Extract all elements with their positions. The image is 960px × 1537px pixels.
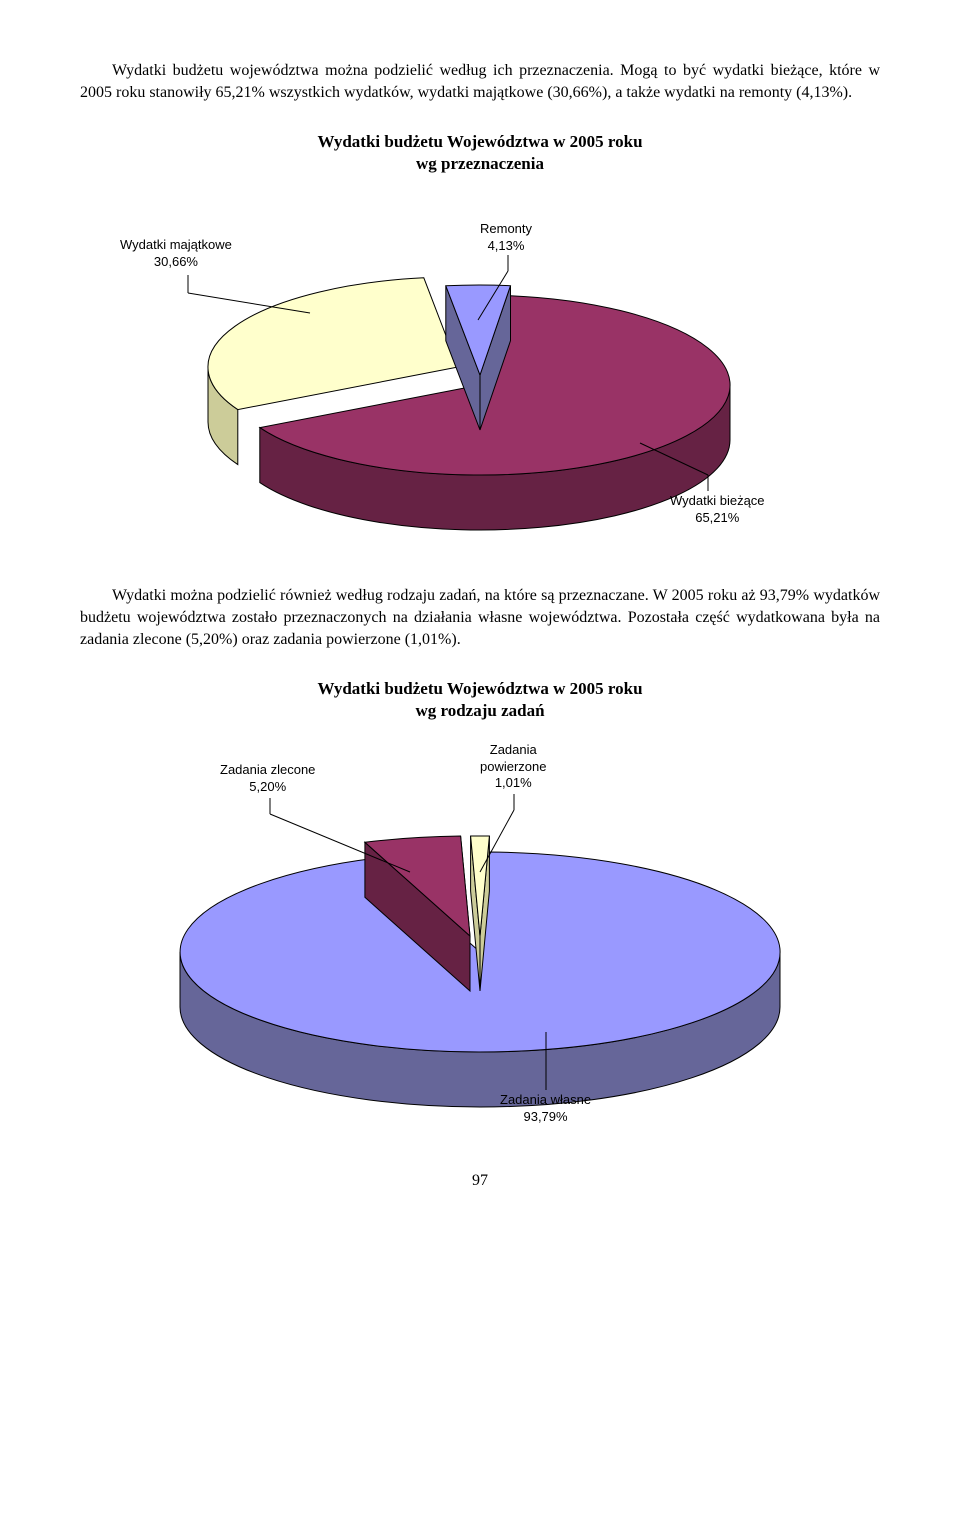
mid-paragraph: Wydatki można podzielić również według r… xyxy=(80,585,880,650)
chart2-label-powierzone: Zadania powierzone 1,01% xyxy=(480,742,547,791)
chart1-pie: Wydatki majątkowe 30,66% Remonty 4,13% W… xyxy=(80,185,880,565)
chart2-label-zlecone-l2: 5,20% xyxy=(249,779,286,794)
chart2-pie: Zadania zlecone 5,20% Zadania powierzone… xyxy=(80,732,880,1142)
chart1-label-remonty: Remonty 4,13% xyxy=(480,221,532,254)
chart2-label-wlasne-l2: 93,79% xyxy=(523,1109,567,1124)
chart2-label-wlasne-l1: Zadania własne xyxy=(500,1092,591,1107)
chart1-label-biezace-l2: 65,21% xyxy=(695,510,739,525)
chart2-label-zlecone: Zadania zlecone 5,20% xyxy=(220,762,315,795)
chart2-title-line2: wg rodzaju zadań xyxy=(415,701,544,720)
chart1-label-biezace: Wydatki bieżące 65,21% xyxy=(670,493,765,526)
chart1-title-line2: wg przeznaczenia xyxy=(416,154,544,173)
chart2-label-powierzone-l3: 1,01% xyxy=(495,775,532,790)
chart1-label-biezace-l1: Wydatki bieżące xyxy=(670,493,765,508)
chart2-label-wlasne: Zadania własne 93,79% xyxy=(500,1092,591,1125)
chart1-title: Wydatki budżetu Województwa w 2005 roku … xyxy=(80,131,880,175)
chart2-label-powierzone-l1: Zadania xyxy=(490,742,537,757)
chart2-title-line1: Wydatki budżetu Województwa w 2005 roku xyxy=(317,679,642,698)
chart1-label-majatkowe: Wydatki majątkowe 30,66% xyxy=(120,237,232,270)
chart2-title: Wydatki budżetu Województwa w 2005 roku … xyxy=(80,678,880,722)
chart1-label-remonty-l1: Remonty xyxy=(480,221,532,236)
chart1-title-line1: Wydatki budżetu Województwa w 2005 roku xyxy=(317,132,642,151)
chart2-label-powierzone-l2: powierzone xyxy=(480,759,547,774)
chart1-label-majatkowe-l2: 30,66% xyxy=(154,254,198,269)
chart2-svg xyxy=(80,732,880,1142)
chart2-label-zlecone-l1: Zadania zlecone xyxy=(220,762,315,777)
chart1-label-remonty-l2: 4,13% xyxy=(488,238,525,253)
intro-paragraph: Wydatki budżetu województwa można podzie… xyxy=(80,60,880,103)
page-number: 97 xyxy=(80,1172,880,1190)
chart1-label-majatkowe-l1: Wydatki majątkowe xyxy=(120,237,232,252)
